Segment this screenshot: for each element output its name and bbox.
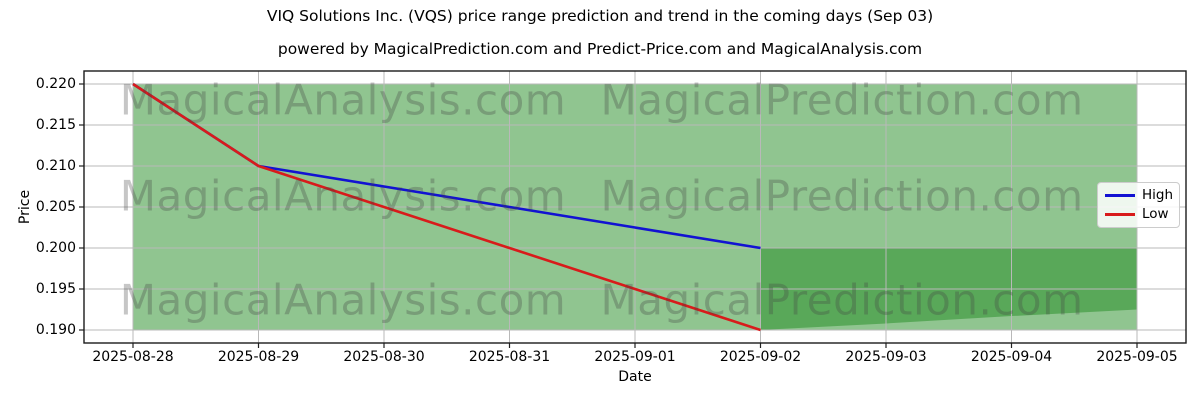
x-tick-label: 2025-09-02 — [719, 349, 802, 365]
low-line — [132, 82, 761, 332]
x-tick-label: 2025-08-28 — [92, 349, 174, 365]
x-tick-label: 2025-08-30 — [343, 349, 425, 365]
legend-entry-high: High — [1105, 187, 1174, 203]
chart-subtitle: powered by MagicalPrediction.com and Pre… — [277, 40, 923, 58]
legend-label-high: High — [1142, 187, 1174, 203]
y-tick-label: 0.200 — [35, 240, 76, 256]
x-tick-label: 2025-09-04 — [970, 349, 1053, 365]
legend: High Low — [1097, 182, 1180, 228]
y-tick-label: 0.195 — [35, 281, 76, 297]
chart-title: VIQ Solutions Inc. (VQS) price range pre… — [266, 7, 934, 25]
y-tick-label: 0.220 — [35, 76, 76, 92]
y-tick-label: 0.190 — [35, 322, 76, 338]
legend-entry-low: Low — [1105, 207, 1172, 222]
x-axis-label: Date — [618, 369, 652, 385]
x-tick-label: 2025-09-05 — [1096, 349, 1178, 365]
low-line-swatch — [1105, 213, 1135, 216]
plot-border — [83, 70, 1187, 344]
y-tick-label: 0.205 — [35, 199, 76, 215]
y-tick-label: 0.215 — [35, 117, 76, 133]
x-tick-label: 2025-08-31 — [468, 349, 551, 365]
x-tick-label: 2025-08-29 — [217, 349, 300, 365]
y-tick-label: 0.210 — [35, 158, 76, 174]
x-tick-label: 2025-09-03 — [845, 349, 927, 365]
legend-label-low: Low — [1142, 206, 1169, 222]
high-line-swatch — [1105, 194, 1135, 197]
x-tick-label: 2025-09-01 — [594, 349, 676, 365]
